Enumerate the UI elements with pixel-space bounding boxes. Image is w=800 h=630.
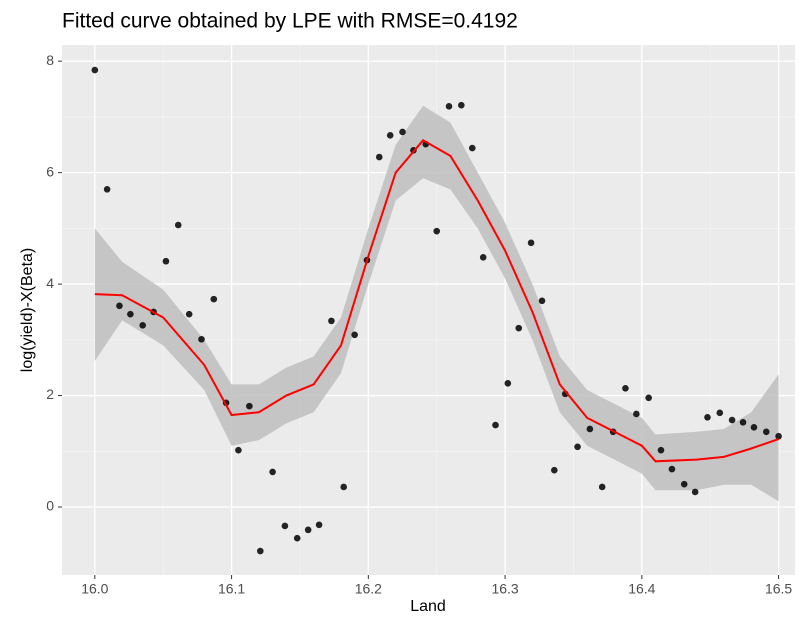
data-point [256,547,264,555]
y-tick-label: 0 [46,498,54,514]
data-point [538,297,546,305]
data-point [269,468,276,476]
data-point [468,144,476,152]
y-tick-label: 8 [46,52,54,68]
data-point [139,322,146,329]
data-point [315,521,323,529]
data-point [127,310,134,318]
data-point [386,131,394,139]
chart-title: Fitted curve obtained by LPE with RMSE=0… [62,10,518,33]
y-axis-label: log(yield)-X(Beta) [19,248,36,372]
data-point [586,425,594,433]
data-point [246,402,253,410]
y-tick-label: 4 [46,275,54,291]
data-point [515,324,523,332]
data-point [399,128,406,136]
data-point [458,101,465,109]
data-point [680,480,688,488]
data-point [739,418,747,426]
x-tick-label: 16.5 [765,581,792,597]
data-point [775,432,782,440]
data-point [162,257,170,265]
data-point [328,317,335,325]
data-point [116,302,123,310]
data-point [293,534,301,542]
data-point [657,446,665,454]
data-point [633,410,640,418]
data-point [210,295,218,303]
confidence-band [94,105,779,502]
data-point [504,379,512,387]
data-point [185,310,193,318]
data-point [445,103,453,110]
data-point [479,254,487,261]
data-point [762,428,770,436]
data-point [527,239,535,247]
data-point [551,466,558,474]
x-tick-label: 16.0 [81,581,108,597]
data-point [728,416,736,424]
data-point [750,424,758,431]
x-tick-label: 16.2 [355,581,382,597]
data-point [340,483,348,491]
x-axis-label: Land [410,598,446,615]
data-point [174,221,182,229]
data-point [691,488,699,496]
data-point [103,186,111,193]
data-point [492,421,499,429]
data-point [351,331,358,339]
data-point [198,335,205,343]
data-point [433,227,441,235]
data-point [304,526,312,534]
x-tick-label: 16.4 [628,581,655,597]
data-point [598,483,606,491]
data-point [574,443,581,451]
data-point [716,409,724,417]
data-point [235,446,242,454]
data-point [281,522,289,530]
y-tick-label: 6 [46,163,54,179]
data-point [375,153,383,161]
data-point [91,66,99,74]
data-point [668,465,676,473]
x-tick-label: 16.1 [218,581,245,597]
data-point [704,413,711,421]
x-tick-label: 16.3 [491,581,518,597]
y-tick-label: 2 [46,386,54,402]
fitted-line [94,139,779,463]
data-point [645,394,652,402]
data-point [622,385,629,392]
